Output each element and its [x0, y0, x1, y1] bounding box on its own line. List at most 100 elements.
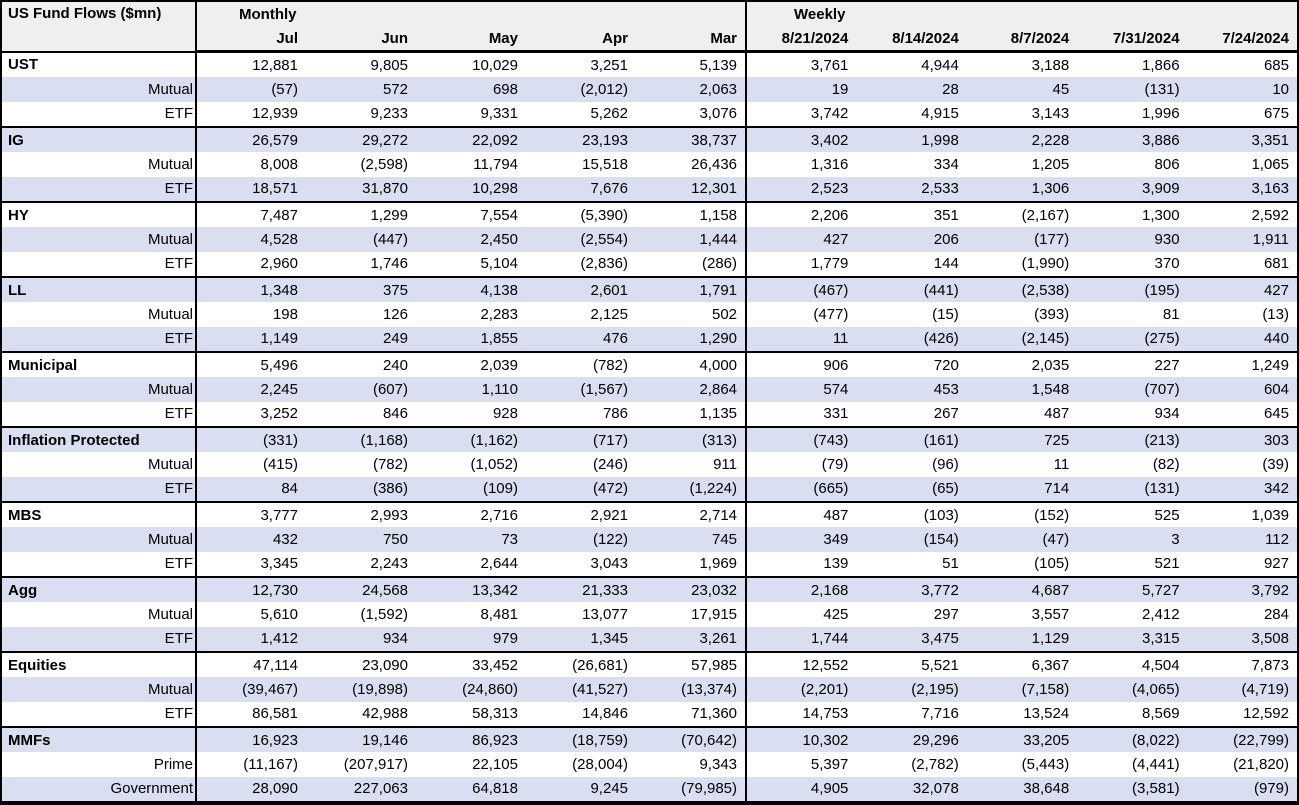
- weekly-cell-value: (96): [932, 455, 959, 473]
- monthly-cell-value: 2,039: [416, 350, 526, 378]
- weekly-cell-value: (3,581): [1132, 780, 1180, 798]
- weekly-cell-value: (65): [932, 480, 959, 498]
- weekly-cell-value: 81: [1162, 305, 1180, 323]
- monthly-cell-value: (717): [526, 425, 636, 453]
- weekly-cell-value: 227: [1077, 350, 1188, 378]
- weekly-cell-value: 3,508: [1251, 630, 1289, 648]
- weekly-cell-value: 6,367: [966, 650, 1078, 678]
- weekly-cell-value: 425: [745, 602, 857, 627]
- weekly-cell-value: (5,443): [1021, 755, 1070, 773]
- weekly-cell-value: (2,145): [1021, 330, 1070, 348]
- monthly-cell-value: 2,245: [195, 377, 306, 402]
- weekly-cell-value: 38,648: [1023, 780, 1070, 798]
- weekly-cell-value: 487: [1044, 405, 1070, 423]
- monthly-cell-value: 4,000: [636, 350, 747, 378]
- table-row: UST 12,881 9,805 10,029 3,251 5,139 3,761 4,944…: [1, 50, 1298, 78]
- table-body: UST 12,881 9,805 10,029 3,251 5,139 3,761 4,944…: [1, 50, 1298, 803]
- weekly-cell-value: 1,866: [1077, 50, 1188, 78]
- weekly-cell-value: 51: [942, 555, 959, 573]
- monthly-cell-value: 9,233: [370, 105, 408, 123]
- monthly-cell-value: 12,301: [691, 180, 738, 198]
- weekly-cell-value: 3,742: [745, 101, 857, 127]
- monthly-col-header: Jun: [306, 26, 416, 53]
- table-row: ETF 3,345 2,243 2,644 3,043 1,969 139 51 (105) 52…: [1, 551, 1298, 577]
- weekly-cell-value: (105): [1034, 555, 1070, 573]
- table-row: LL 1,348 375 4,138 2,601 1,791 (467) (441) (2,53…: [1, 275, 1298, 303]
- weekly-cell-value: 2,533: [921, 180, 959, 198]
- monthly-cell-value: 502: [711, 305, 738, 323]
- weekly-cell-value: 1,306: [1031, 180, 1070, 198]
- monthly-cell-value: 13,077: [582, 605, 628, 623]
- monthly-cell-value: (39,467): [195, 677, 306, 702]
- weekly-cell-value: 267: [933, 405, 959, 423]
- weekly-cell-value: 349: [745, 527, 857, 552]
- table-row: Mutual 2,245 (607) 1,110 (1,567) 2,864 574 453 1…: [1, 377, 1298, 402]
- monthly-cell-value: 10,298: [472, 180, 518, 198]
- weekly-cell-value: 3,886: [1077, 125, 1188, 153]
- monthly-cell-value: 911: [713, 455, 738, 473]
- weekly-cell-value: (22,799): [1187, 725, 1298, 753]
- monthly-cell-value: 934: [382, 630, 408, 648]
- monthly-cell-value: (447): [372, 230, 408, 248]
- monthly-cell-value: 3,252: [195, 401, 306, 427]
- weekly-cell-value: 1,548: [1031, 380, 1070, 398]
- weekly-cell-value: (154): [923, 530, 959, 548]
- weekly-cell-value: 342: [1263, 480, 1289, 498]
- weekly-cell-value: (4,719): [1241, 680, 1289, 698]
- sub-row-label: Mutual: [147, 230, 193, 248]
- table-row: HY 7,487 1,299 7,554 (5,390) 1,158 2,206 351 (2,…: [1, 200, 1298, 228]
- group-row-label: Equities: [1, 650, 196, 678]
- weekly-cell-value: (131): [1144, 480, 1180, 498]
- table-row: Government 28,090 227,063 64,818 9,245 (79,98…: [1, 776, 1298, 803]
- monthly-cell-value: 1,135: [699, 405, 738, 423]
- weekly-cell-value: 525: [1077, 500, 1188, 528]
- table-row: ETF 3,252 846 928 786 1,135 331 267 487 934 645: [1, 401, 1298, 427]
- sub-row-label: Mutual: [147, 680, 193, 698]
- monthly-cell-value: 16,923: [195, 725, 306, 753]
- weekly-cell-value: (131): [1144, 80, 1180, 98]
- monthly-cell-value: 38,737: [636, 125, 747, 153]
- weekly-col-header: 7/31/2024: [1077, 26, 1188, 53]
- weekly-cell-value: 440: [1263, 330, 1289, 348]
- table-row: ETF 1,412 934 979 1,345 3,261 1,744 3,475 1,129 3…: [1, 626, 1298, 652]
- weekly-cell-value: 3,761: [745, 50, 857, 78]
- monthly-cell-value: 23,032: [636, 575, 747, 603]
- group-row-label: Municipal: [1, 350, 196, 378]
- monthly-cell-value: (207,917): [343, 755, 408, 773]
- weekly-cell-value: 3,909: [1142, 180, 1180, 198]
- table-row: Mutual 5,610 (1,592) 8,481 13,077 17,915 425 29…: [1, 602, 1298, 627]
- weekly-cell-value: 370: [1154, 255, 1180, 273]
- monthly-cell-value: 476: [602, 330, 628, 348]
- monthly-cell-value: (607): [372, 380, 408, 398]
- weekly-cell-value: 906: [745, 350, 857, 378]
- monthly-cell-value: 4,138: [416, 275, 526, 303]
- monthly-cell-value: (24,860): [462, 680, 518, 698]
- monthly-cell-value: 1,149: [195, 326, 306, 352]
- table-row: Mutual 8,008 (2,598) 11,794 15,518 26,436 1,31…: [1, 152, 1298, 177]
- monthly-cell-value: 5,139: [636, 50, 747, 78]
- weekly-cell-value: 1,300: [1077, 200, 1188, 228]
- weekly-cell-value: 334: [933, 155, 959, 173]
- monthly-cell-value: (415): [195, 452, 306, 477]
- weekly-col-header: 7/24/2024: [1187, 26, 1298, 53]
- sub-row-label: ETF: [164, 330, 193, 348]
- weekly-cell-value: (426): [923, 330, 959, 348]
- monthly-cell-value: 21,333: [526, 575, 636, 603]
- weekly-cell-value: 3,772: [856, 575, 967, 603]
- sub-row-label: Mutual: [147, 155, 193, 173]
- monthly-cell-value: (2,554): [580, 230, 628, 248]
- table-row: Equities 47,114 23,090 33,452 (26,681) 57,985…: [1, 650, 1298, 678]
- weekly-cell-value: 206: [933, 230, 959, 248]
- weekly-cell-value: 32,078: [912, 780, 959, 798]
- weekly-cell-value: 3,315: [1142, 630, 1180, 648]
- monthly-cell-value: 1,299: [306, 200, 416, 228]
- group-row-label: UST: [1, 50, 196, 78]
- monthly-cell-value: 12,881: [195, 50, 306, 78]
- weekly-cell-value: 5,727: [1077, 575, 1188, 603]
- monthly-cell-value: 10,029: [416, 50, 526, 78]
- monthly-cell-value: (11,167): [195, 752, 306, 777]
- monthly-cell-value: 2,864: [699, 380, 738, 398]
- monthly-cell-value: 7,676: [590, 180, 628, 198]
- monthly-cell-value: 26,579: [195, 125, 306, 153]
- weekly-cell-value: (4,065): [1132, 680, 1180, 698]
